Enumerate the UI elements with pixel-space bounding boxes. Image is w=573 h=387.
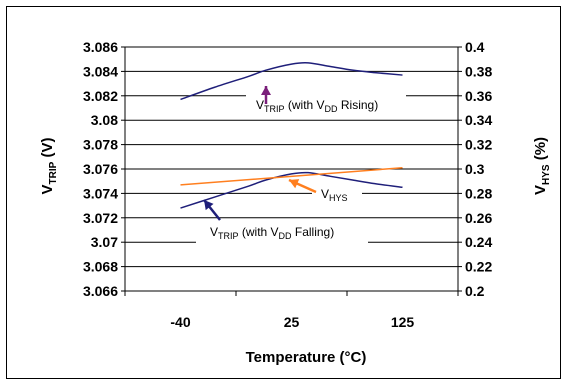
annotation-label-rising: VTRIP (with VDD Rising) [256, 98, 378, 114]
right-tick-label: 0.26 [465, 210, 492, 226]
right-tick-label: 0.22 [465, 259, 492, 275]
right-tick-label: 0.28 [465, 185, 492, 201]
left-tick-label: 3.08 [91, 112, 118, 128]
left-tick-label: 3.07 [91, 234, 118, 250]
annotation-label-falling: VTRIP (with VDD Falling) [210, 225, 334, 241]
left-tick-label: 3.066 [83, 283, 118, 299]
left-tick-label: 3.084 [83, 63, 118, 79]
annotation-arrow-hys [288, 178, 317, 194]
annotation-background [312, 183, 362, 205]
left-tick-labels: 3.086 3.084 3.082 3.08 3.078 3.076 3.074 3.072 3… [83, 39, 118, 299]
right-tick-labels: 0.4 0.38 0.36 0.34 0.32 0.3 0.28 0.26 0.24 0.22 0.… [465, 39, 492, 299]
left-tick-label: 3.072 [83, 210, 118, 226]
x-tick-label: -40 [170, 314, 190, 330]
series-line-2 [180, 171, 403, 209]
gridlines [125, 46, 458, 292]
right-tick-label: 0.2 [465, 283, 485, 299]
x-tick-label: 25 [284, 314, 300, 330]
annotations: VTRIP (with VDD Rising) VHYS VTRIP (with V… [196, 86, 406, 244]
x-axis-title: Temperature (°C) [246, 349, 367, 366]
right-tick-label: 0.24 [465, 234, 492, 250]
annotation-background [246, 95, 406, 119]
chart-frame [6, 6, 561, 379]
series-lines [180, 61, 403, 209]
left-tick-label: 3.082 [83, 88, 118, 104]
annotation-background [196, 220, 368, 244]
right-tick-label: 0.4 [465, 39, 485, 55]
right-tick-label: 0.38 [465, 63, 492, 79]
series-line-1 [180, 61, 403, 101]
annotation-label-hys: VHYS [321, 187, 348, 203]
left-tick-label: 3.076 [83, 161, 118, 177]
right-tick-label: 0.36 [465, 88, 492, 104]
annotation-arrow-falling [203, 199, 221, 221]
annotation-arrow-rising [261, 86, 271, 104]
x-tick-label: 125 [391, 314, 415, 330]
left-tick-label: 3.068 [83, 259, 118, 275]
left-tick-label: 3.074 [83, 185, 118, 201]
series-line-3 [180, 167, 403, 186]
x-tick-labels: -40 25 125 [170, 314, 414, 330]
right-axis-title: VHYS (%) [532, 137, 552, 195]
right-tick-label: 0.34 [465, 112, 492, 128]
left-tick-label: 3.078 [83, 137, 118, 153]
right-tick-label: 0.32 [465, 137, 492, 153]
left-axis-title: VTRIP (V) [39, 138, 59, 195]
left-tick-label: 3.086 [83, 39, 118, 55]
right-tick-label: 0.3 [465, 161, 485, 177]
axes [121, 46, 462, 296]
